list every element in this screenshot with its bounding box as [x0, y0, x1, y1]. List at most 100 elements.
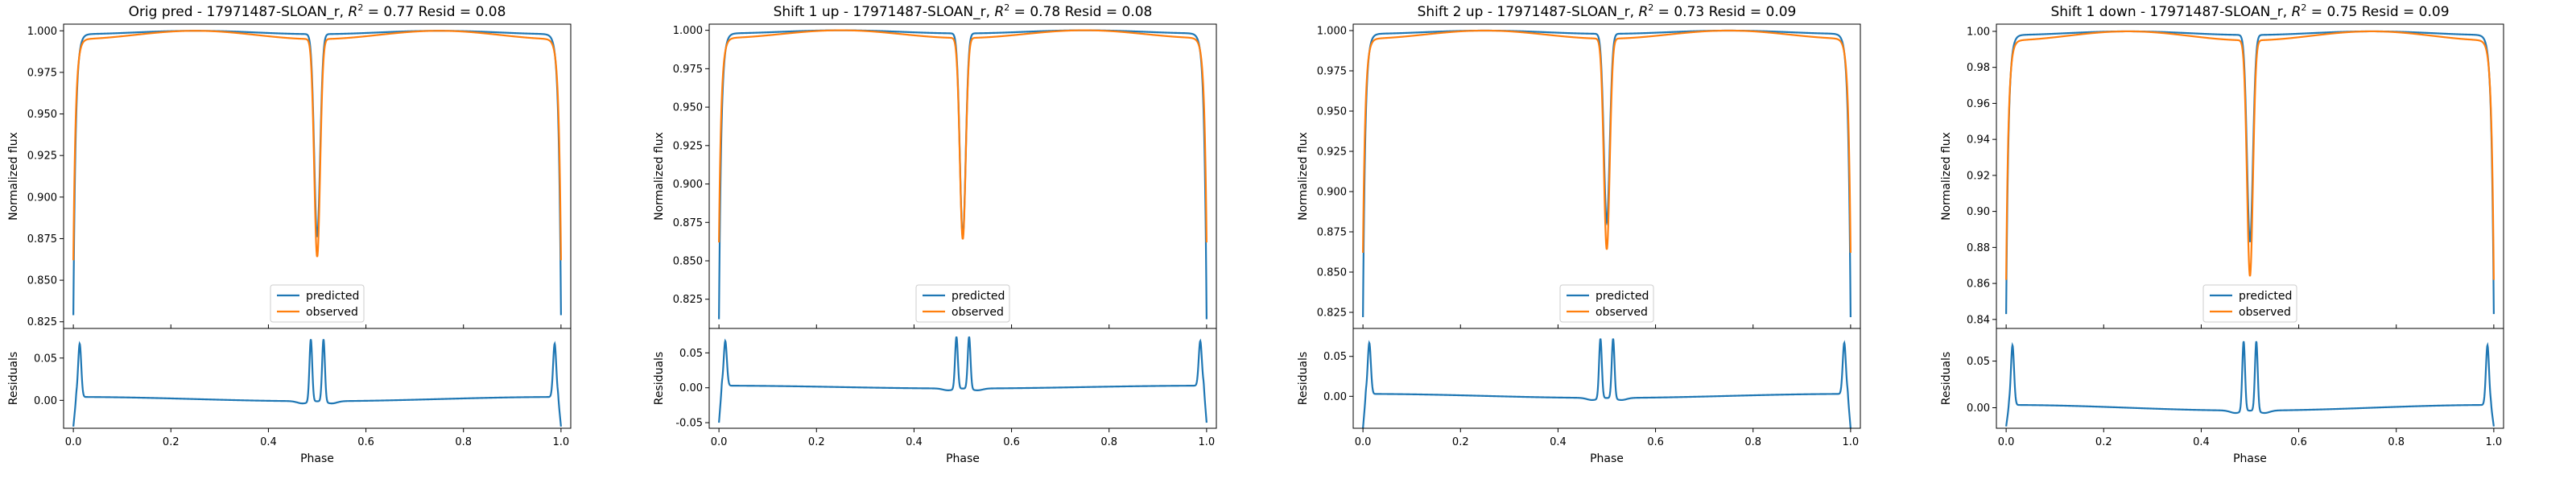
title-prefix: Orig pred - 17971487-SLOAN_r, [129, 4, 349, 20]
title-r2-value: 0.78 [1030, 4, 1060, 20]
title-r: R [994, 4, 1004, 20]
title-resid-value: 0.08 [476, 4, 506, 20]
residuals-line [718, 336, 1208, 423]
flux-y-axis-label: Normalized flux [1940, 132, 1953, 221]
title-prefix: Shift 1 down - 17971487-SLOAN_r, [2050, 4, 2291, 20]
flux-y-tick-label: 0.950 [673, 102, 703, 114]
x-tick-label: 0.0 [711, 436, 728, 448]
flux-y-tick-label: 0.94 [1967, 134, 1990, 147]
title-r: R [349, 4, 358, 20]
title-r-exponent: 2 [2301, 2, 2306, 13]
flux-y-tick-label: 0.88 [1967, 242, 1990, 254]
observed-line [1362, 29, 1852, 254]
chart-panel-3: Shift 2 up - 17971487-SLOAN_r, R2 = 0.73… [1297, 2, 1861, 465]
predicted-line [718, 29, 1208, 320]
chart-title: Shift 1 up - 17971487-SLOAN_r, R2 = 0.78… [774, 2, 1153, 20]
observed-line [718, 29, 1208, 243]
residuals-y-tick-label: 0.00 [34, 395, 57, 407]
residuals-y-tick-label: 0.00 [1967, 402, 1990, 415]
title-resid-label: Resid = [1060, 4, 1121, 20]
x-tick-label: 0.0 [1355, 436, 1372, 448]
residuals-y-tick-label: 0.05 [679, 348, 703, 360]
residuals-y-tick-label: 0.00 [1323, 391, 1347, 403]
flux-y-tick-label: 0.84 [1967, 314, 1990, 326]
x-tick-label: 0.0 [65, 436, 82, 448]
title-equals: = [1009, 4, 1030, 20]
flux-y-tick-label: 0.850 [673, 256, 703, 268]
residuals-y-tick-label: 0.05 [34, 353, 57, 365]
flux-y-tick-label: 0.925 [27, 151, 57, 163]
residuals-y-axis-label: Residuals [1297, 352, 1310, 405]
flux-y-tick-label: 1.00 [1967, 26, 1990, 38]
x-tick-label: 1.0 [1199, 436, 1216, 448]
title-equals: = [2306, 4, 2326, 20]
legend-predicted-label: predicted [2239, 290, 2292, 303]
x-axis-label: Phase [2233, 452, 2267, 465]
title-resid-label: Resid = [2357, 4, 2418, 20]
x-axis-label: Phase [300, 452, 334, 465]
legend-predicted-label: predicted [952, 290, 1005, 303]
x-tick-label: 1.0 [1843, 436, 1860, 448]
residuals-axes-frame [1996, 328, 2504, 429]
residuals-y-axis-label: Residuals [1940, 352, 1953, 405]
title-equals: = [1653, 4, 1674, 20]
flux-y-tick-label: 0.86 [1967, 279, 1990, 291]
flux-y-tick-label: 0.925 [1317, 147, 1347, 159]
x-tick-label: 0.2 [808, 436, 825, 448]
legend: predicted observed [2202, 284, 2297, 323]
residuals-line [1362, 338, 1852, 428]
title-r-exponent: 2 [357, 2, 363, 13]
residuals-y-tick-label: 0.05 [1967, 356, 1990, 368]
residuals-y-axis-label: Residuals [7, 352, 20, 405]
predicted-line [72, 30, 562, 316]
flux-y-tick-label: 0.875 [27, 233, 57, 246]
flux-axes-frame [708, 23, 1217, 329]
x-tick-label: 0.4 [2193, 436, 2210, 448]
x-tick-label: 0.8 [1744, 436, 1761, 448]
flux-y-tick-label: 0.850 [27, 275, 57, 287]
flux-y-tick-label: 0.900 [673, 179, 703, 191]
x-axis-label: Phase [946, 452, 980, 465]
residuals-axes-frame [708, 328, 1217, 429]
flux-y-axis-label: Normalized flux [7, 132, 20, 221]
title-resid-value: 0.09 [2419, 4, 2450, 20]
chart-panel-1: Orig pred - 17971487-SLOAN_r, R2 = 0.77 … [7, 2, 572, 465]
title-r: R [1638, 4, 1648, 20]
chart-panel-4: Shift 1 down - 17971487-SLOAN_r, R2 = 0.… [1940, 2, 2504, 465]
x-tick-label: 0.6 [357, 436, 374, 448]
flux-y-tick-label: 0.875 [1317, 227, 1347, 239]
flux-y-tick-label: 0.96 [1967, 98, 1990, 110]
legend: predicted observed [270, 284, 365, 323]
flux-y-tick-label: 1.000 [27, 26, 57, 38]
flux-y-tick-label: 0.825 [1317, 308, 1347, 320]
title-r-exponent: 2 [1004, 2, 1009, 13]
title-resid-label: Resid = [1704, 4, 1765, 20]
flux-y-tick-label: 0.90 [1967, 206, 1990, 218]
legend-observed-label: observed [306, 306, 358, 319]
flux-y-tick-label: 0.98 [1967, 62, 1990, 74]
flux-y-tick-label: 1.000 [1317, 26, 1347, 38]
observed-line [72, 30, 562, 261]
x-tick-label: 0.0 [1998, 436, 2015, 448]
title-prefix: Shift 2 up - 17971487-SLOAN_r, [1418, 4, 1639, 20]
x-axis-label: Phase [1590, 452, 1624, 465]
x-tick-label: 0.2 [1452, 436, 1469, 448]
flux-y-tick-label: 0.950 [27, 109, 57, 121]
title-equals: = [363, 4, 383, 20]
flux-y-tick-label: 0.825 [673, 294, 703, 306]
legend-observed-label: observed [952, 306, 1004, 319]
title-prefix: Shift 1 up - 17971487-SLOAN_r, [774, 4, 995, 20]
legend-box [1559, 284, 1654, 323]
legend-predicted-label: predicted [1596, 290, 1649, 303]
x-tick-label: 0.8 [455, 436, 472, 448]
residuals-line [72, 339, 562, 427]
predicted-line [1362, 29, 1852, 318]
x-tick-label: 0.4 [906, 436, 923, 448]
residuals-y-tick-label: -0.05 [675, 418, 703, 430]
flux-y-axis-label: Normalized flux [1297, 132, 1310, 221]
x-tick-label: 0.4 [1550, 436, 1567, 448]
residuals-axes-frame [1352, 328, 1861, 429]
chart-title: Shift 2 up - 17971487-SLOAN_r, R2 = 0.73… [1418, 2, 1797, 20]
title-r2-value: 0.77 [383, 4, 414, 20]
